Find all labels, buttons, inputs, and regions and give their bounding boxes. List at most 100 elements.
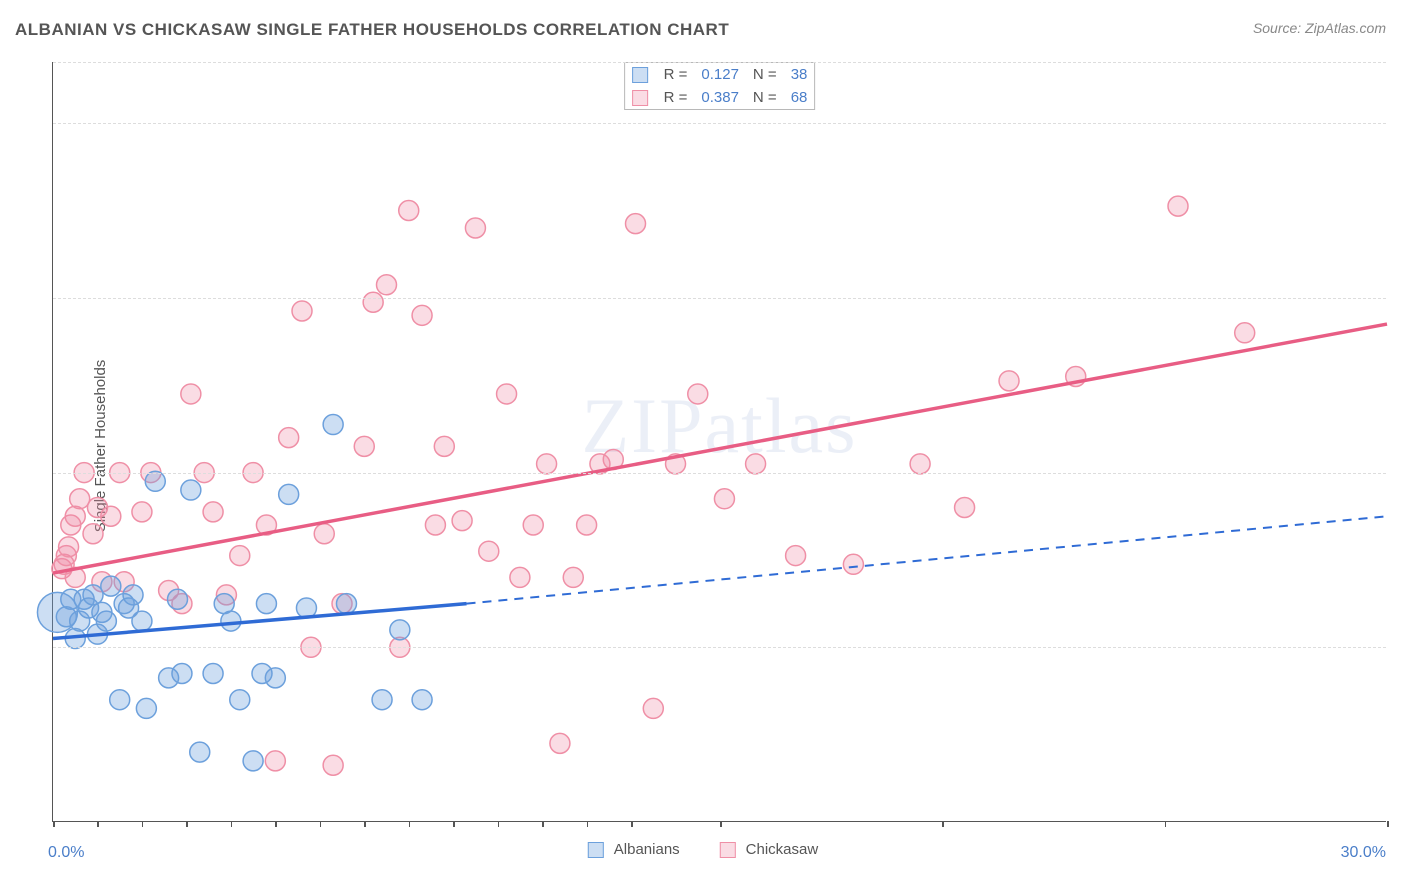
scatter-point [96,611,116,631]
scatter-point [172,663,192,683]
scatter-point [243,751,263,771]
scatter-point [497,384,517,404]
scatter-point [537,454,557,474]
scatter-point [132,502,152,522]
x-tick [53,821,55,827]
trend-line-dashed [467,516,1387,603]
scatter-point [221,611,241,631]
scatter-point [230,690,250,710]
scatter-point [101,506,121,526]
scatter-point [136,698,156,718]
scatter-point [354,436,374,456]
scatter-point [626,214,646,234]
x-min-label: 0.0% [48,844,84,862]
scatter-point [746,454,766,474]
scatter-point [377,275,397,295]
x-tick [275,821,277,827]
scatter-point [168,589,188,609]
legend-label-albanians: Albanians [614,841,680,858]
scatter-point [843,554,863,574]
scatter-point [314,524,334,544]
scatter-point [181,384,201,404]
scatter-point [83,524,103,544]
scatter-point [230,546,250,566]
scatter-point [65,506,85,526]
scatter-point [550,733,570,753]
source-label: Source: ZipAtlas.com [1253,20,1386,36]
scatter-point [336,594,356,614]
gridline [53,647,1386,648]
x-tick [631,821,633,827]
scatter-point [181,480,201,500]
scatter-point [1235,323,1255,343]
x-tick [231,821,233,827]
scatter-point [292,301,312,321]
scatter-point [132,611,152,631]
scatter-point [786,546,806,566]
x-tick [186,821,188,827]
scatter-point [910,454,930,474]
x-tick [97,821,99,827]
scatter-point [399,201,419,221]
scatter-point [643,698,663,718]
x-tick [142,821,144,827]
gridline [53,123,1386,124]
x-tick [720,821,722,827]
x-tick [542,821,544,827]
scatter-point [110,690,130,710]
legend-swatch-albanians [588,842,604,858]
x-tick [942,821,944,827]
scatter-point [955,498,975,518]
x-tick [1387,821,1389,827]
x-max-label: 30.0% [1341,844,1386,862]
scatter-point [123,585,143,605]
legend-swatch-chickasaw [720,842,736,858]
chart-title: ALBANIAN VS CHICKASAW SINGLE FATHER HOUS… [15,20,729,40]
scatter-point [203,663,223,683]
scatter-point [563,567,583,587]
scatter-point [412,690,432,710]
scatter-point [256,594,276,614]
scatter-point [101,576,121,596]
scatter-point [323,755,343,775]
x-tick [364,821,366,827]
scatter-point [265,668,285,688]
scatter-point [412,305,432,325]
scatter-point [425,515,445,535]
scatter-point [479,541,499,561]
scatter-point [434,436,454,456]
scatter-point [465,218,485,238]
scatter-point [363,292,383,312]
scatter-point [279,428,299,448]
scatter-point [70,489,90,509]
legend-label-chickasaw: Chickasaw [746,841,819,858]
scatter-point [452,511,472,531]
scatter-point [190,742,210,762]
scatter-point [203,502,223,522]
scatter-point [1168,196,1188,216]
scatter-point [999,371,1019,391]
scatter-point [279,484,299,504]
x-tick [587,821,589,827]
scatter-point [265,751,285,771]
scatter-point [372,690,392,710]
x-tick [409,821,411,827]
x-tick [1165,821,1167,827]
scatter-point [510,567,530,587]
bottom-legend: Albanians Chickasaw [588,841,818,858]
scatter-point [523,515,543,535]
legend-item-chickasaw: Chickasaw [720,841,819,858]
x-tick [320,821,322,827]
scatter-svg [53,62,1386,821]
x-tick [453,821,455,827]
scatter-point [59,537,79,557]
gridline [53,298,1386,299]
plot-area: ZIPatlas R = 0.127 N = 38 R = 0.387 N = … [52,62,1386,822]
legend-item-albanians: Albanians [588,841,680,858]
scatter-point [390,620,410,640]
scatter-point [714,489,734,509]
gridline [53,62,1386,63]
scatter-point [145,471,165,491]
gridline [53,473,1386,474]
scatter-point [323,415,343,435]
